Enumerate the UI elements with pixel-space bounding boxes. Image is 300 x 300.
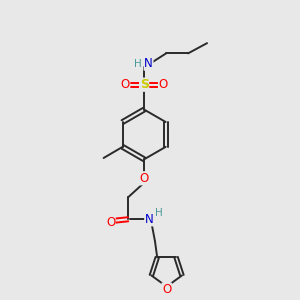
Text: N: N	[145, 213, 154, 226]
Text: O: O	[106, 216, 115, 229]
Text: O: O	[158, 78, 168, 91]
Text: N: N	[144, 57, 153, 70]
Text: O: O	[121, 78, 130, 91]
Text: H: H	[134, 58, 142, 69]
Text: O: O	[140, 172, 149, 185]
Text: O: O	[162, 283, 171, 296]
Text: S: S	[140, 78, 148, 91]
Text: H: H	[154, 208, 162, 218]
